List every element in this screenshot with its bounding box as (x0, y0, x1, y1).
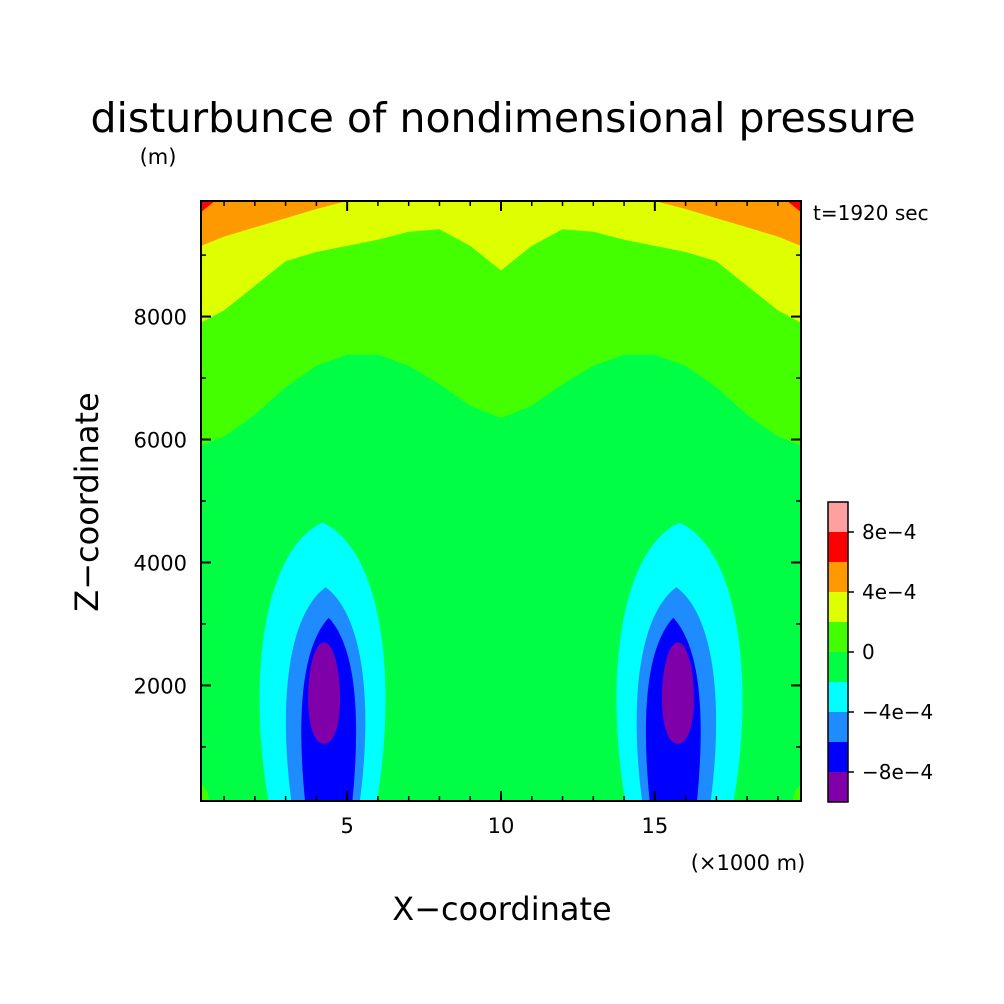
colorbar-swatch (828, 652, 848, 682)
colorbar-label: −4e−4 (862, 700, 933, 724)
contour-band-2 (201, 201, 801, 246)
colorbar-label: −8e−4 (862, 760, 933, 784)
y-axis-label: Z−coordinate (68, 392, 106, 611)
contour-band-1 (201, 201, 801, 323)
contour-plot (201, 201, 801, 801)
y-tick-label: 4000 (134, 551, 187, 575)
colorbar-label: 0 (862, 640, 875, 664)
colorbar-swatch (828, 742, 848, 772)
contour-blob-1-0 (228, 762, 257, 800)
x-axis-label: X−coordinate (392, 890, 611, 928)
contour-blob-0-0 (207, 716, 241, 741)
y-unit-label: (m) (140, 145, 177, 169)
y-tick-label: 8000 (134, 306, 187, 330)
colorbar-swatch (828, 772, 848, 802)
x-axis: 5 10 15 (223, 201, 779, 838)
contour-band-0 (201, 201, 801, 446)
colorbar-label: 8e−4 (862, 520, 917, 544)
contour-band-corner-left (201, 201, 218, 213)
colorbar-swatch (828, 622, 848, 652)
colorbar: 8e−4 4e−4 0 −4e−4 −8e−4 (827, 501, 933, 803)
x-tick-label: 15 (641, 814, 668, 838)
colorbar-swatch (828, 502, 848, 532)
y-tick-label: 2000 (134, 674, 187, 698)
x-unit-label: (×1000 m) (691, 851, 806, 875)
contour-band-corner-right (784, 201, 801, 213)
time-annotation: t=1920 sec (813, 201, 929, 225)
colorbar-swatch (828, 712, 848, 742)
x-tick-label: 5 (340, 814, 353, 838)
colorbar-swatch (828, 532, 848, 562)
contour-blob-2-1 (793, 785, 801, 801)
contour-lobe-4-right (661, 642, 694, 744)
colorbar-swatch (828, 682, 848, 712)
y-axis: 2000 4000 6000 8000 (134, 254, 801, 748)
colorbar-swatch (828, 592, 848, 622)
colorbar-label: 4e−4 (862, 580, 917, 604)
contour-lobe-4-left (308, 642, 341, 744)
colorbar-swatch (828, 562, 848, 592)
contour-blob-2-0 (201, 785, 209, 801)
contour-blob-0-1 (761, 716, 795, 741)
chart-title: disturbunce of nondimensional pressure (90, 94, 915, 142)
x-tick-label: 10 (488, 814, 515, 838)
y-tick-label: 6000 (134, 429, 187, 453)
contour-blob-1-1 (745, 762, 774, 800)
